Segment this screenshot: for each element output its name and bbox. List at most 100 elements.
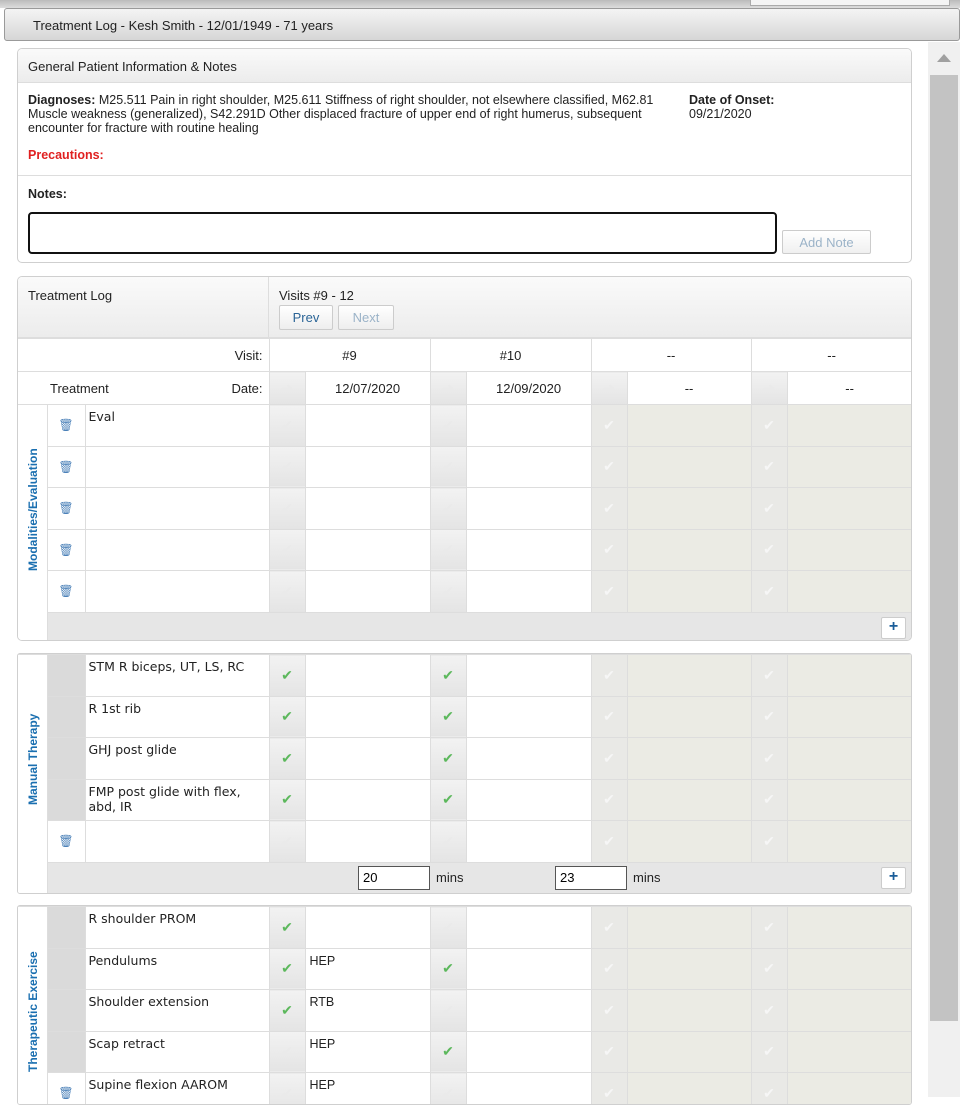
visit-value[interactable] [305,571,430,613]
visit-value[interactable]: HEP [305,948,430,990]
delete-row-button[interactable]: 🗑 [47,1073,85,1105]
visit-value[interactable] [466,446,591,488]
minutes-input[interactable] [555,866,627,890]
treatment-name[interactable]: Scap retract [85,1031,269,1073]
visit-value[interactable] [305,446,430,488]
treatment-name[interactable] [85,821,269,863]
minutes-input[interactable] [358,866,430,890]
visit-value[interactable] [305,655,430,697]
copy-visit-button[interactable]: ➜ [591,372,627,405]
treatment-name[interactable] [85,571,269,613]
copy-visit-button[interactable]: ➜ [269,372,305,405]
treatment-name[interactable]: Shoulder extension [85,990,269,1032]
visit-value[interactable] [305,738,430,780]
visit-value[interactable] [466,948,591,990]
visit-value[interactable] [305,529,430,571]
visit-value[interactable] [466,655,591,697]
visit-value[interactable] [466,529,591,571]
delete-row-button[interactable]: 🗑 [47,405,85,447]
visit-checkbox[interactable]: ✔ [430,405,466,447]
visit-value[interactable]: HEP [305,1031,430,1073]
treatment-name[interactable]: R 1st rib [85,696,269,738]
visit-value[interactable] [466,488,591,530]
visit-checkbox[interactable]: ✔ [269,990,305,1032]
visit-checkbox[interactable]: ✔ [430,571,466,613]
visit-value[interactable] [466,1073,591,1105]
scroll-thumb[interactable] [930,75,958,1021]
visit-value[interactable] [466,907,591,949]
delete-row-button[interactable]: 🗑 [47,529,85,571]
visit-checkbox[interactable]: ✔ [269,1073,305,1105]
treatment-name[interactable]: FMP post glide with flex, abd, IR [85,779,269,821]
add-note-button[interactable]: Add Note [782,230,871,254]
visit-value[interactable] [305,696,430,738]
visit-checkbox[interactable]: ✔ [269,907,305,949]
administrative-tasks-tab[interactable] [750,0,950,6]
visit-value[interactable]: RTB [305,990,430,1032]
visit-value[interactable] [466,821,591,863]
visit-checkbox[interactable]: ✔ [430,821,466,863]
treatment-name[interactable] [85,529,269,571]
visit-value[interactable] [305,405,430,447]
visit-value[interactable] [305,488,430,530]
visit-checkbox[interactable]: ✔ [269,446,305,488]
visit-checkbox[interactable]: ✔ [430,529,466,571]
treatment-name[interactable]: Supine flexion AAROM [85,1073,269,1105]
visit-checkbox[interactable]: ✔ [269,529,305,571]
add-treatment-button[interactable]: + [881,617,906,639]
visit-value[interactable] [466,405,591,447]
visit-value[interactable] [466,696,591,738]
treatment-name[interactable] [85,488,269,530]
visit-checkbox[interactable]: ✔ [430,446,466,488]
visit-value[interactable] [305,907,430,949]
treatment-name[interactable]: Pendulums [85,948,269,990]
visit-value[interactable] [466,571,591,613]
delete-row-button[interactable]: 🗑 [47,571,85,613]
visit-value[interactable] [466,990,591,1032]
copy-visit-button[interactable]: ➜ [751,372,787,405]
prev-button[interactable]: Prev [279,305,333,330]
visit-checkbox[interactable]: ✔ [430,990,466,1032]
visit-checkbox[interactable]: ✔ [430,738,466,780]
treatment-name[interactable]: Eval [85,405,269,447]
visit-checkbox[interactable]: ✔ [430,1031,466,1073]
visit-checkbox[interactable]: ✔ [269,405,305,447]
delete-row-button[interactable]: 🗑 [47,488,85,530]
visit-checkbox[interactable]: ✔ [269,488,305,530]
copy-visit-button[interactable]: ➜ [430,372,466,405]
scrollbar[interactable] [928,42,960,1097]
visit-value[interactable] [466,738,591,780]
delete-row-button[interactable]: 🗑 [47,446,85,488]
visit-checkbox[interactable]: ✔ [269,571,305,613]
visit-checkbox[interactable]: ✔ [269,779,305,821]
section-footer: + [18,612,912,641]
visit-value[interactable] [305,779,430,821]
visit-checkbox[interactable]: ✔ [430,696,466,738]
visit-value[interactable] [466,779,591,821]
visit-checkbox[interactable]: ✔ [430,1073,466,1105]
visit-checkbox-disabled: ✔ [751,907,787,949]
visit-checkbox[interactable]: ✔ [430,655,466,697]
treatment-name[interactable] [85,446,269,488]
treatment-name[interactable]: STM R biceps, UT, LS, RC [85,655,269,697]
visit-value[interactable] [466,1031,591,1073]
visit-value[interactable]: HEP [305,1073,430,1105]
add-treatment-button[interactable]: + [881,867,906,889]
visit-checkbox[interactable]: ✔ [269,696,305,738]
visit-checkbox[interactable]: ✔ [269,1031,305,1073]
visit-checkbox[interactable]: ✔ [430,907,466,949]
visit-value[interactable] [305,821,430,863]
treatment-name[interactable]: GHJ post glide [85,738,269,780]
scroll-up-icon[interactable] [937,54,951,62]
visit-checkbox[interactable]: ✔ [430,488,466,530]
visit-checkbox[interactable]: ✔ [269,738,305,780]
visit-checkbox[interactable]: ✔ [269,821,305,863]
next-button[interactable]: Next [338,305,394,330]
treatment-name[interactable]: R shoulder PROM [85,907,269,949]
visit-checkbox[interactable]: ✔ [269,948,305,990]
visit-checkbox[interactable]: ✔ [269,655,305,697]
visit-checkbox[interactable]: ✔ [430,779,466,821]
notes-input[interactable] [28,212,777,254]
visit-checkbox[interactable]: ✔ [430,948,466,990]
delete-row-button[interactable]: 🗑 [47,821,85,863]
